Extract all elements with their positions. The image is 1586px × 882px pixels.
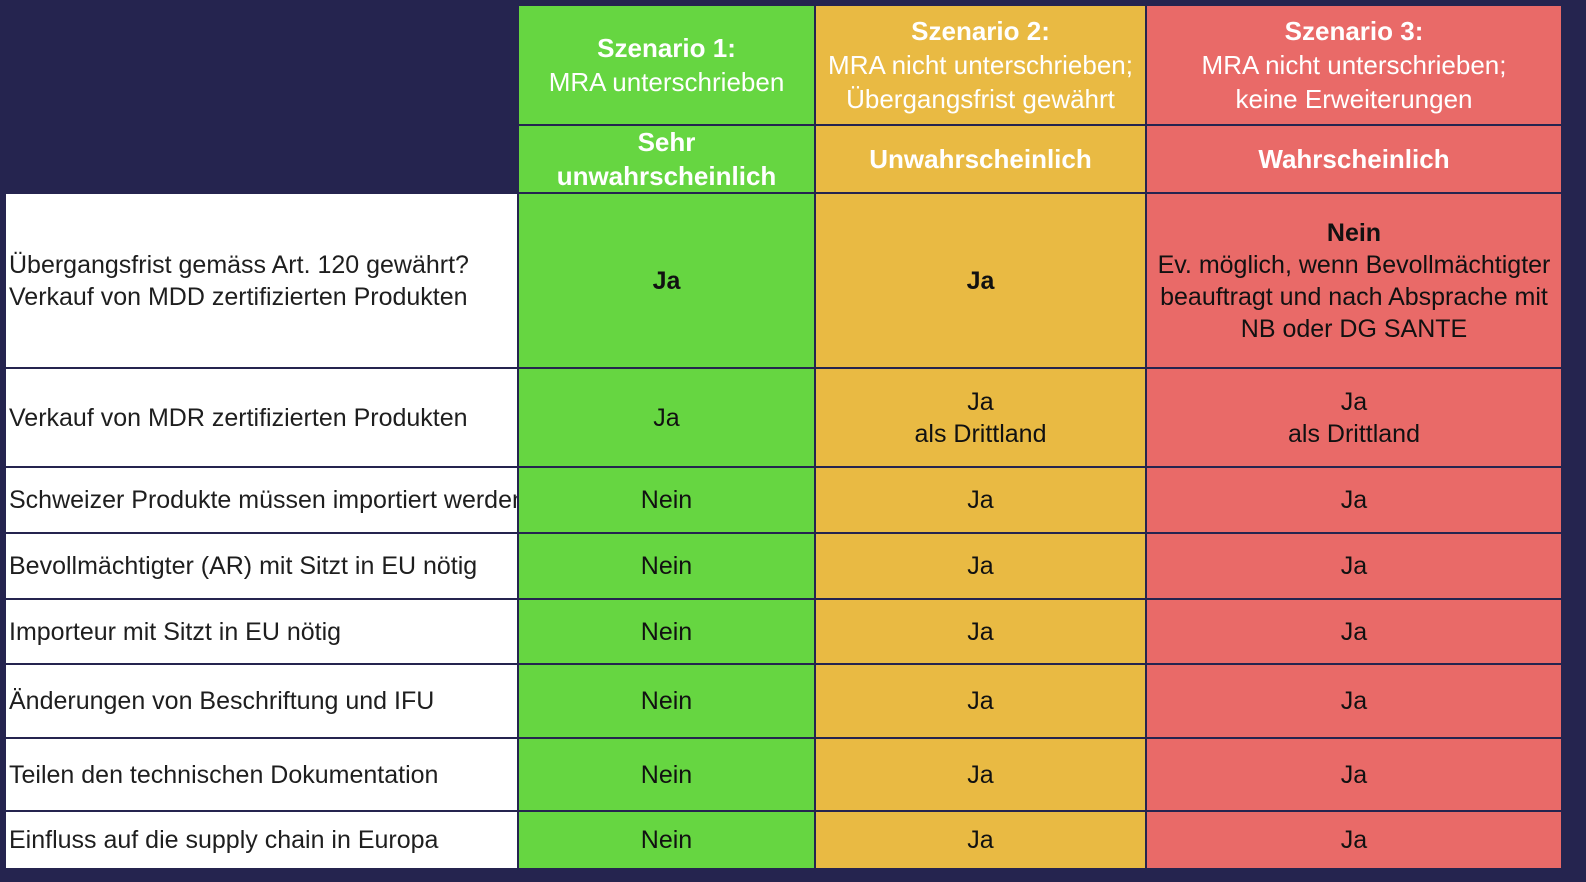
value-cell: Nein [519, 534, 814, 598]
scenario-title: Szenario 2: [911, 16, 1050, 46]
value-cell: Nein [519, 665, 814, 737]
likelihood-line: Unwahrscheinlich [869, 144, 1092, 174]
value-cell: Nein Ev. möglich, wenn Bevollmächtigter be… [1147, 194, 1561, 367]
value-cell: Nein [519, 600, 814, 663]
value-cell: Ja [1147, 534, 1561, 598]
row-label: Übergangsfrist gemäss Art. 120 gewährt? V… [6, 194, 517, 367]
value-line: Nein [640, 486, 693, 514]
row-label-line: Schweizer Produkte müssen importiert wer… [9, 486, 517, 514]
scenario-likelihood: Wahrscheinlich [1147, 126, 1561, 192]
value-line: als Drittland [1288, 419, 1420, 448]
value-line: Ja [1340, 687, 1368, 715]
value-cell: Ja [816, 665, 1145, 737]
row-label-line: Bevollmächtigter (AR) mit Sitzt in EU nö… [9, 552, 478, 580]
value-line: Ev. möglich, wenn Bevollmächtigter [1157, 250, 1551, 279]
value-cell: Ja [816, 534, 1145, 598]
scenario-subtitle-line: MRA unterschrieben [548, 67, 785, 97]
value-line: Ja [967, 687, 994, 715]
row-label-line: Teilen den technischen Dokumentation [9, 760, 439, 789]
value-cell: Ja [519, 194, 814, 367]
likelihood-line: unwahrscheinlich [556, 161, 777, 191]
value-cell: Nein [519, 812, 814, 868]
value-line: beauftragt und nach Absprache mit [1160, 282, 1548, 311]
value-line: Ja [967, 826, 994, 854]
value-line: Nein [640, 826, 693, 854]
value-cell: Ja als Drittland [816, 369, 1145, 466]
likelihood-line: Wahrscheinlich [1258, 144, 1450, 174]
row-label-line: Verkauf von MDD zertifizierten Produkten [9, 282, 468, 311]
value-cell: Ja [1147, 812, 1561, 868]
scenario-subtitle-line: keine Erweiterungen [1235, 84, 1473, 114]
value-line: Ja [1340, 760, 1368, 789]
row-label-line: Änderungen von Beschriftung und IFU [9, 687, 435, 715]
row-label: Schweizer Produkte müssen importiert wer… [6, 468, 517, 532]
value-cell: Ja [519, 369, 814, 466]
value-cell: Nein [519, 468, 814, 532]
value-emphasis: Ja [652, 266, 681, 295]
row-label: Bevollmächtigter (AR) mit Sitzt in EU nö… [6, 534, 517, 598]
value-line: Nein [640, 552, 693, 580]
scenario-likelihood: Sehr unwahrscheinlich [519, 126, 814, 192]
value-line: NB oder DG SANTE [1240, 314, 1468, 343]
scenario-subtitle-line: MRA nicht unterschrieben; [1201, 50, 1507, 80]
value-line: Ja [1340, 552, 1368, 580]
value-line: Nein [640, 760, 693, 789]
scenario-subtitle-line: Übergangsfrist gewährt [846, 84, 1115, 114]
value-line: Ja [1340, 617, 1368, 646]
value-cell: Ja [816, 739, 1145, 810]
row-label-line: Verkauf von MDR zertifizierten Produkten [9, 403, 468, 432]
value-line: Ja [1340, 826, 1368, 854]
value-line: Ja [967, 617, 994, 646]
scenario-header: Szenario 2: MRA nicht unterschrieben; Über… [816, 6, 1145, 124]
scenario-header: Szenario 3: MRA nicht unterschrieben; kein… [1147, 6, 1561, 124]
row-label: Importeur mit Sitzt in EU nötig [6, 600, 517, 663]
value-line: Ja [1340, 486, 1368, 514]
value-cell: Ja [816, 812, 1145, 868]
value-line: Nein [640, 617, 693, 646]
value-line: Ja [967, 552, 994, 580]
value-cell: Ja [1147, 600, 1561, 663]
value-cell: Ja [816, 600, 1145, 663]
row-label: Verkauf von MDR zertifizierten Produkten [6, 369, 517, 466]
value-cell: Ja [1147, 468, 1561, 532]
row-label-line: Importeur mit Sitzt in EU nötig [9, 617, 342, 646]
scenario-title: Szenario 1: [597, 33, 736, 63]
value-line: Ja [1340, 387, 1368, 416]
value-cell: Ja [816, 468, 1145, 532]
value-line: Ja [967, 760, 994, 789]
row-label: Einfluss auf die supply chain in Europa [6, 812, 517, 868]
scenario-subtitle-line: MRA nicht unterschrieben; [828, 50, 1133, 80]
scenario-likelihood: Unwahrscheinlich [816, 126, 1145, 192]
value-line: als Drittland [914, 419, 1047, 448]
value-cell: Ja [1147, 739, 1561, 810]
value-emphasis: Nein [1326, 218, 1382, 247]
row-label: Änderungen von Beschriftung und IFU [6, 665, 517, 737]
value-emphasis: Ja [966, 266, 995, 295]
scenario-header: Szenario 1: MRA unterschrieben [519, 6, 814, 124]
value-line: Ja [653, 403, 680, 432]
likelihood-line: Sehr [637, 127, 696, 157]
value-line: Nein [640, 687, 693, 715]
value-cell: Ja [816, 194, 1145, 367]
value-line: Ja [967, 486, 994, 514]
row-label-line: Einfluss auf die supply chain in Europa [9, 826, 439, 854]
row-label: Teilen den technischen Dokumentation [6, 739, 517, 810]
row-label-line: Übergangsfrist gemäss Art. 120 gewährt? [9, 250, 469, 279]
value-cell: Nein [519, 739, 814, 810]
scenario-title: Szenario 3: [1284, 16, 1424, 46]
value-cell: Ja [1147, 665, 1561, 737]
value-line: Ja [967, 387, 994, 416]
value-cell: Ja als Drittland [1147, 369, 1561, 466]
